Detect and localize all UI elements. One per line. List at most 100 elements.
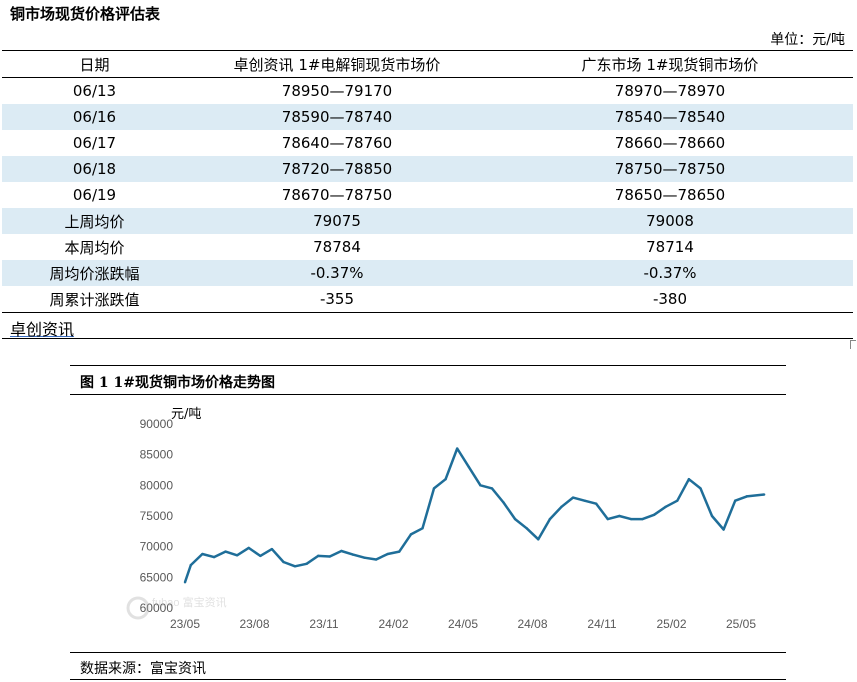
figure-end-rule <box>70 679 786 680</box>
data-point <box>664 505 667 508</box>
cell-zhuochuang: 78640—78760 <box>281 134 393 152</box>
data-point <box>583 499 586 502</box>
cell-date: 06/16 <box>2 104 187 130</box>
figure-source: 数据来源：富宝资讯 <box>80 661 206 677</box>
cell-guangdong: 78660—78660 <box>614 134 726 152</box>
data-point <box>490 487 494 490</box>
cell-date: 06/13 <box>72 82 117 100</box>
data-point <box>201 552 204 556</box>
data-point <box>513 517 517 521</box>
data-point <box>259 554 262 558</box>
table-row: 上周均价 79075 79008 <box>2 208 853 234</box>
table-row: 06/19 78670—78750 78650—78650 <box>2 182 853 208</box>
data-point <box>409 533 413 536</box>
data-point <box>351 553 355 556</box>
price-table: 日期 卓创资讯 1#电解铜现货市场价 广东市场 1#现货铜市场价 06/13 78… <box>2 50 853 313</box>
data-point <box>606 517 609 521</box>
y-tick-label: 60000 <box>140 601 174 615</box>
cell-zhuochuang: 78950—79170 <box>281 82 393 100</box>
data-point <box>641 517 644 521</box>
cell-guangdong: -0.37% <box>487 260 853 286</box>
data-point <box>398 550 401 553</box>
data-point <box>571 496 575 499</box>
data-point <box>560 505 563 508</box>
table-row: 06/16 78590—78740 78540—78540 <box>2 104 853 130</box>
table-source: 卓创资讯 <box>10 320 75 339</box>
data-point <box>676 499 679 502</box>
cell-zhuochuang: 78720—78850 <box>187 156 487 182</box>
header-date: 日期 <box>79 55 110 74</box>
y-tick-label: 90000 <box>140 417 174 431</box>
cell-zhuochuang: -355 <box>319 290 355 308</box>
data-point <box>710 514 714 518</box>
cell-date: 06/19 <box>72 186 117 204</box>
x-tick-label: 24/08 <box>517 617 547 631</box>
cell-guangdong: 78650—78650 <box>614 186 726 204</box>
data-point <box>270 547 274 551</box>
data-point <box>467 465 470 469</box>
data-point <box>762 493 766 496</box>
cell-date: 06/17 <box>72 134 117 152</box>
cell-zhuochuang: 78670—78750 <box>281 186 393 204</box>
figure-bottom-rule <box>70 652 786 653</box>
y-tick-label: 80000 <box>140 478 174 492</box>
data-point <box>282 560 285 564</box>
x-tick-label: 25/02 <box>656 617 686 631</box>
data-point <box>340 549 343 553</box>
data-point <box>734 499 737 502</box>
data-point <box>444 478 447 481</box>
data-point <box>328 555 331 558</box>
data-point <box>687 478 691 481</box>
data-point <box>629 517 633 521</box>
cell-date: 06/18 <box>2 156 187 182</box>
figure-title-rule <box>70 394 786 395</box>
data-point <box>293 565 297 568</box>
cell-date: 上周均价 <box>2 208 187 234</box>
data-point <box>224 550 227 553</box>
watermark-logo: fubao 富宝资讯 <box>126 595 227 620</box>
data-point <box>235 554 239 557</box>
price-trend-chart: 元/吨 60000650007000075000800008500090000 … <box>126 407 766 631</box>
copper-price-line <box>183 447 765 583</box>
table-row: 周均价涨跌幅 -0.37% -0.37% <box>2 260 853 286</box>
table-row: 06/13 78950—79170 78970—78970 <box>2 78 853 105</box>
data-point <box>386 552 389 556</box>
watermark-text: fubao 富宝资讯 <box>152 595 227 609</box>
x-tick-label: 24/02 <box>378 617 408 631</box>
figure-title: 图 1 1#现货铜市场价格走势图 <box>80 375 275 391</box>
table-row: 06/17 78640—78760 78660—78660 <box>2 130 853 156</box>
cell-guangdong: 78714 <box>646 238 694 256</box>
unit-label: 单位：元/吨 <box>770 32 845 48</box>
data-point <box>363 556 366 559</box>
cell-date: 周均价涨跌幅 <box>2 260 187 286</box>
data-point <box>722 528 725 531</box>
corner-mark <box>850 340 856 349</box>
x-tick-label: 24/11 <box>587 617 616 631</box>
cell-guangdong: 78540—78540 <box>487 104 853 130</box>
data-point <box>432 487 436 490</box>
data-point <box>374 558 378 561</box>
header-zhuochuang-price: 卓创资讯 1#电解铜现货市场价 <box>233 55 441 74</box>
table-header-row: 日期 卓创资讯 1#电解铜现货市场价 广东市场 1#现货铜市场价 <box>2 50 853 78</box>
cell-guangdong: 78750—78750 <box>487 156 853 182</box>
header-guangdong-price: 广东市场 1#现货铜市场价 <box>581 55 759 74</box>
data-point <box>456 447 459 450</box>
y-axis-label: 元/吨 <box>171 407 201 422</box>
x-tick-label: 23/08 <box>239 617 269 631</box>
divider <box>2 338 853 339</box>
data-point <box>421 527 424 530</box>
data-point <box>548 517 552 521</box>
x-tick-label: 24/05 <box>448 617 478 631</box>
data-point <box>537 538 540 541</box>
cell-zhuochuang: 78784 <box>313 238 361 256</box>
data-point <box>525 527 528 530</box>
table-row: 06/18 78720—78850 78750—78750 <box>2 156 853 182</box>
cell-zhuochuang: 78590—78740 <box>187 104 487 130</box>
data-point <box>189 563 192 567</box>
x-tick-label: 23/11 <box>309 617 338 631</box>
cell-zhuochuang: 79075 <box>187 208 487 234</box>
y-tick-label: 85000 <box>140 448 174 462</box>
data-point <box>699 487 702 490</box>
data-point <box>183 581 187 584</box>
data-point <box>305 562 308 566</box>
